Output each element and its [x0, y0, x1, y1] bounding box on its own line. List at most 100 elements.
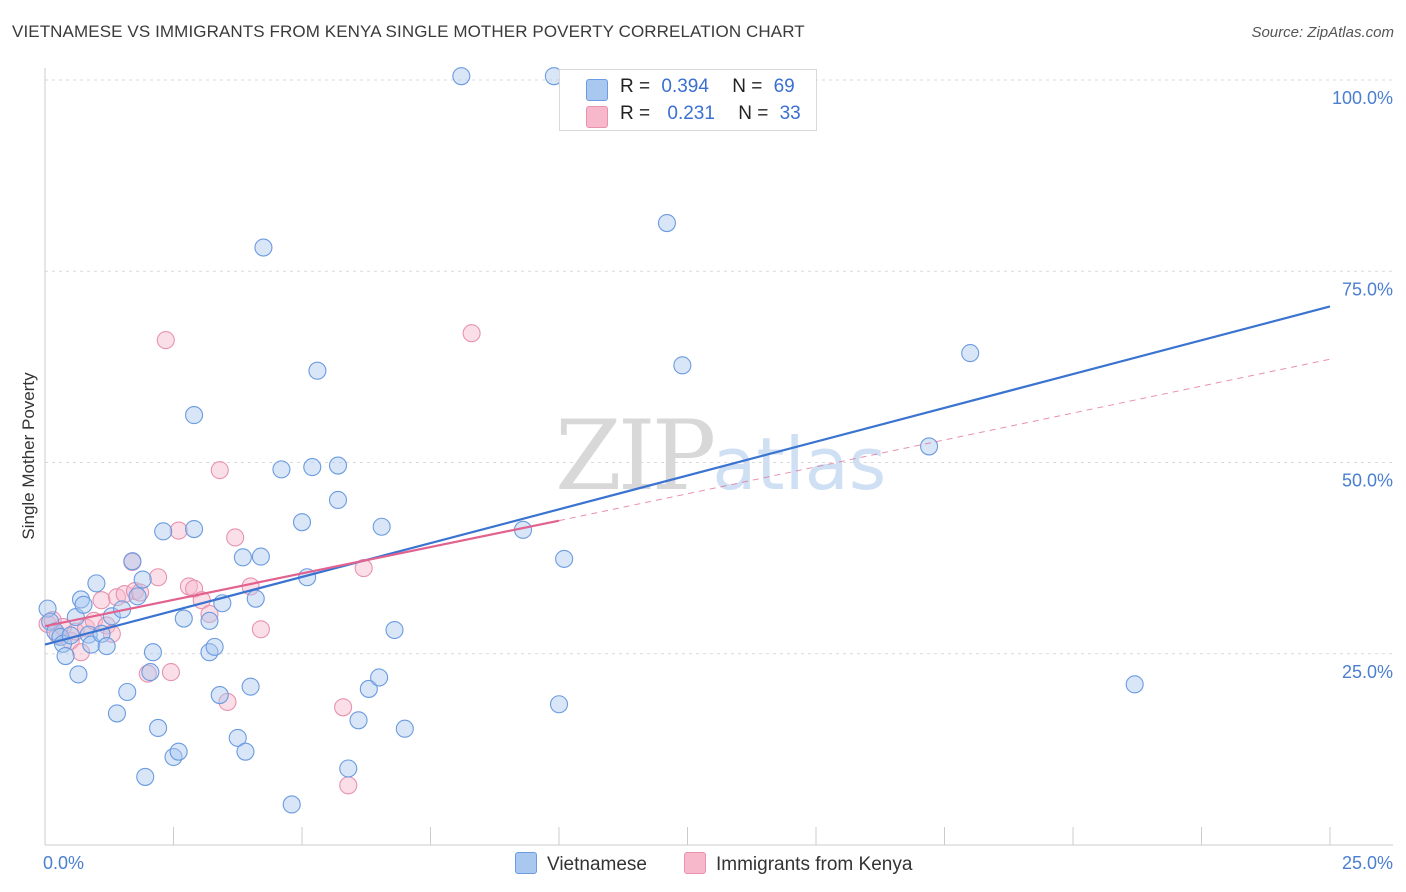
vietnamese-point — [185, 520, 204, 539]
vietnamese-point — [200, 611, 219, 630]
bottom-legend-kenya: Immigrants from Kenya — [684, 852, 912, 876]
vietnamese-point — [143, 643, 162, 662]
vietnamese-point — [395, 719, 414, 738]
kenya-point — [169, 521, 188, 540]
vietnamese-point — [87, 574, 106, 593]
kenya-point — [92, 591, 111, 610]
vietnamese-point — [128, 587, 147, 606]
vietnamese-point — [141, 663, 160, 682]
vietnamese-point — [123, 552, 142, 571]
y-tick-label: 100.0% — [1332, 88, 1393, 108]
vietnamese-point — [169, 742, 188, 761]
vietnamese-point — [339, 759, 358, 778]
vietnamese-point — [233, 548, 252, 567]
y-axis-label: Single Mother Poverty — [19, 372, 38, 540]
vietnamese-point — [272, 460, 291, 479]
vietnamese-point — [185, 406, 204, 425]
kenya-point — [161, 663, 180, 682]
legend-r-label: R = — [620, 76, 651, 97]
y-tick-label: 50.0% — [1342, 471, 1393, 491]
x-tick-label: 0.0% — [43, 853, 84, 873]
legend-r-label: R = — [620, 103, 651, 124]
chart-title: VIETNAMESE VS IMMIGRANTS FROM KENYA SING… — [12, 22, 805, 41]
vietnamese-point — [107, 704, 127, 723]
vietnamese-point — [56, 646, 75, 666]
vietnamese-point — [228, 728, 247, 747]
vietnamese-point — [292, 513, 312, 532]
vietnamese-point — [200, 643, 219, 662]
vietnamese-point — [303, 458, 322, 477]
vietnamese-point — [118, 682, 137, 702]
gridlines — [45, 79, 1393, 655]
kenya-point — [156, 331, 175, 350]
vietnamese-point — [282, 795, 301, 814]
legend-n-label: N = — [738, 103, 769, 124]
vietnamese-point — [555, 549, 574, 568]
vietnamese-point — [210, 686, 229, 705]
vietnamese-point — [236, 742, 255, 761]
vietnamese-point — [205, 637, 224, 656]
vietnamese-point — [372, 517, 391, 536]
legend-swatch-kenya — [586, 106, 608, 128]
vietnamese-point — [154, 522, 173, 541]
vietnamese-point — [308, 361, 327, 380]
watermark-atlas: atlas — [712, 422, 887, 506]
vietnamese-point — [246, 589, 265, 608]
kenya-point — [226, 528, 245, 547]
vietnamese-point — [657, 214, 676, 233]
bottom-legend-vietnamese: Vietnamese — [515, 852, 647, 876]
correlation-legend: R = 0.394 N = 69 R = 0.231 N = 33 — [559, 69, 817, 131]
vietnamese-point — [241, 677, 260, 696]
vietnamese-point — [74, 595, 93, 614]
vietnamese-point — [359, 679, 378, 698]
legend-stats-vietnamese: R = 0.394 N = 69 — [620, 76, 795, 98]
legend-r-value: 0.394 — [661, 76, 709, 97]
vietnamese-point — [69, 665, 88, 684]
kenya-point — [334, 698, 353, 717]
legend-swatch-vietnamese — [586, 79, 608, 101]
vietnamese-point — [328, 490, 348, 510]
kenya-point — [354, 559, 373, 578]
vietnamese-points — [38, 67, 1144, 814]
vietnamese-point — [1125, 675, 1144, 694]
trend-lines — [44, 305, 1331, 646]
vietnamese-point — [961, 344, 980, 363]
vietnamese-point — [328, 456, 348, 475]
kenya-point — [251, 620, 270, 639]
vietnamese-point — [349, 711, 368, 730]
kenya-point — [339, 776, 358, 795]
kenya-point — [200, 604, 219, 624]
kenya-trend-extension — [558, 358, 1331, 522]
legend-swatch-kenya — [684, 852, 706, 874]
vietnamese-point — [385, 620, 404, 640]
vietnamese-point — [673, 356, 692, 375]
kenya-point — [71, 643, 91, 662]
legend-swatch-vietnamese — [515, 852, 537, 874]
kenya-point — [218, 692, 237, 711]
vietnamese-point — [549, 695, 569, 714]
y-tick-label: 25.0% — [1342, 662, 1393, 682]
vietnamese-point — [97, 637, 116, 656]
vietnamese-point — [133, 570, 152, 589]
kenya-trend-line — [44, 519, 560, 628]
vietnamese-point — [452, 67, 471, 86]
vietnamese-point — [136, 767, 155, 786]
y-tick-label: 75.0% — [1342, 279, 1393, 299]
vietnamese-point — [370, 668, 389, 687]
legend-label-vietnamese: Vietnamese — [547, 854, 647, 875]
kenya-point — [210, 461, 229, 480]
axes — [44, 68, 1393, 846]
source-label: Source: ZipAtlas.com — [1251, 24, 1394, 41]
vietnamese-point — [254, 238, 273, 257]
legend-label-kenya: Immigrants from Kenya — [716, 854, 913, 875]
legend-n-label: N = — [732, 76, 763, 97]
x-tick-label: 25.0% — [1342, 853, 1393, 873]
vietnamese-point — [164, 747, 183, 767]
vietnamese-trend-line — [44, 305, 1331, 646]
kenya-point — [462, 324, 481, 343]
legend-stats-kenya: R = 0.231 N = 33 — [620, 103, 801, 125]
vietnamese-point — [149, 718, 168, 738]
legend-n-value: 69 — [773, 76, 795, 97]
vietnamese-point — [920, 437, 939, 456]
